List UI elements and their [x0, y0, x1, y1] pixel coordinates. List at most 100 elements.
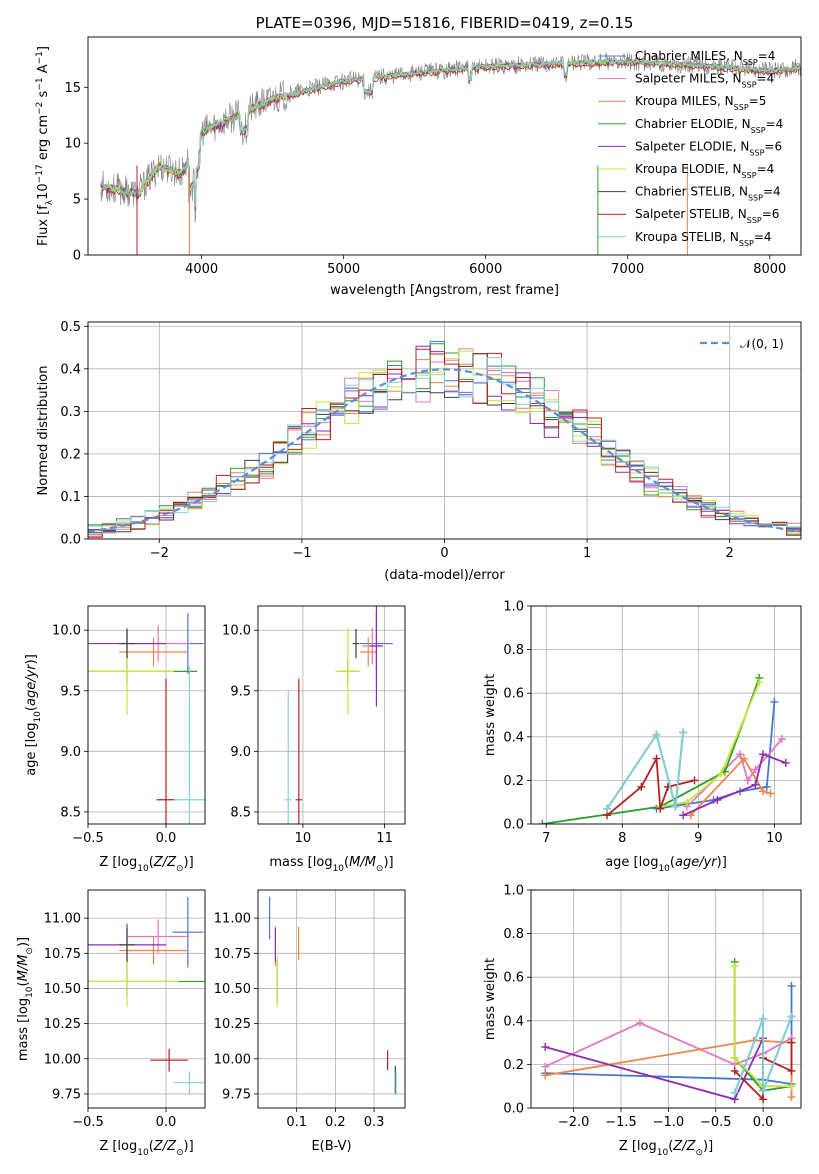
y-tick-label: 10.25 [214, 1017, 251, 1032]
y-tick-label: 1.0 [503, 884, 524, 899]
y-tick-label: 10.00 [214, 1052, 251, 1067]
x-axis-label: Z [log10(Z/Z⊙)] [99, 855, 193, 874]
age-vs-metallicity-panel: −0.5 0.0 8.5 9.0 9.5 10.0 Z [log10(Z/Z⊙)] age [… [24, 605, 206, 874]
residual-histogram-panel: −2 −1 0 1 2 0.0 0.1 0.2 0.3 0.4 0.5 (data-model)/er… [36, 320, 802, 583]
x-tick-label: 11 [376, 831, 393, 846]
y-tick-label: 0.6 [503, 687, 524, 702]
y-tick-label: 0.3 [60, 405, 81, 420]
plot-frame [87, 889, 206, 1109]
plot-area [88, 613, 205, 824]
x-tick-label: 4000 [185, 262, 218, 277]
chart-title: PLATE=0396, MJD=51816, FIBERID=0419, z=0… [256, 14, 634, 32]
y-tick-label: 0.4 [60, 362, 81, 377]
plot-area [541, 957, 796, 1104]
x-tick-label: 0.1 [286, 1115, 307, 1130]
y-tick-label: 0 [73, 249, 81, 264]
y-axis-label: Normed distribution [36, 366, 51, 496]
legend-label: Kroupa ELODIE, NSSP=4 [635, 162, 774, 180]
x-tick-label: 6000 [469, 262, 502, 277]
mass-vs-metallicity-panel: −0.5 0.0 9.75 10.00 10.25 10.50 10.75 11.00 Z [l… [16, 889, 206, 1158]
x-axis-label: wavelength [Angstrom, rest frame] [330, 283, 559, 298]
x-tick-label: 0.3 [364, 1115, 385, 1130]
x-tick-label: 7000 [611, 262, 644, 277]
y-axis-label: mass [log10(M/M⊙)] [16, 937, 35, 1061]
series-line [733, 1016, 793, 1094]
y-tick-label: 10.25 [44, 1017, 81, 1032]
y-tick-label: 9.75 [222, 1087, 251, 1102]
y-axis-label: age [log10(age/yr)] [24, 654, 43, 776]
y-tick-label: 9.0 [60, 745, 81, 760]
y-tick-label: 0.0 [503, 818, 524, 833]
y-tick-label: 0.2 [60, 447, 81, 462]
x-tick-label: 0 [440, 546, 448, 561]
x-tick-label: −1 [292, 546, 311, 561]
legend-label: Salpeter ELODIE, NSSP=6 [635, 139, 782, 157]
x-tick-label: −2.0 [558, 1115, 590, 1130]
plot-area [100, 52, 801, 255]
y-tick-label: 9.75 [52, 1087, 81, 1102]
y-axis-label: mass weight [483, 674, 498, 756]
legend-label: 𝒩(0, 1) [740, 337, 784, 351]
x-axis-label: mass [log10(M/M⊙)] [269, 855, 393, 874]
y-tick-label: 10.00 [44, 1052, 81, 1067]
plot-frame [257, 889, 406, 1109]
legend-label: Chabrier STELIB, NSSP=4 [635, 185, 781, 203]
x-tick-label: 0.2 [325, 1115, 346, 1130]
y-tick-label: 0.4 [503, 730, 524, 745]
x-tick-label: 10 [295, 831, 312, 846]
plot-frame [530, 605, 802, 825]
plot-frame [257, 605, 406, 825]
x-tick-label: 0.0 [156, 831, 177, 846]
y-tick-label: 8.5 [60, 805, 81, 820]
mass-weight-vs-metallicity-panel: −2.0 −1.5 −1.0 −0.5 0.0 0.0 0.2 0.4 0.6 0.8 1.0 Z [… [483, 884, 802, 1158]
x-tick-label: 0.0 [156, 1115, 177, 1130]
legend-label: Chabrier MILES, NSSP=4 [635, 49, 775, 67]
y-tick-label: 9.0 [230, 745, 251, 760]
legend-label: Kroupa MILES, NSSP=5 [635, 94, 766, 112]
plot-frame [87, 321, 802, 540]
plot-area [88, 340, 801, 539]
y-tick-label: 0.8 [503, 927, 524, 942]
series-line [606, 732, 684, 810]
x-axis-label: E(B-V) [311, 1139, 351, 1154]
x-tick-label: 1 [583, 546, 591, 561]
y-tick-label: 0.2 [503, 1058, 524, 1073]
histogram-step [88, 357, 801, 539]
legend-label: Chabrier ELODIE, NSSP=4 [635, 117, 783, 135]
y-tick-label: 8.5 [230, 805, 251, 820]
x-axis-label: Z [log10(Z/Z⊙)] [619, 1139, 713, 1158]
x-tick-label: −2 [150, 546, 169, 561]
x-tick-label: −1.0 [653, 1115, 685, 1130]
plot-area [269, 897, 397, 1094]
y-tick-label: 10.75 [214, 947, 251, 962]
legend-label: Salpeter MILES, NSSP=4 [635, 72, 774, 90]
plot-frame [530, 889, 802, 1109]
x-axis-label: (data-model)/error [384, 568, 505, 583]
x-tick-label: 10 [766, 831, 783, 846]
y-axis-label: Flux [fλ10−17 erg cm−2 s−1 A−1] [35, 46, 55, 246]
y-tick-label: 10.0 [222, 624, 251, 639]
series-line [606, 755, 695, 816]
x-tick-label: 8 [618, 831, 626, 846]
y-tick-label: 0.4 [503, 1014, 524, 1029]
y-tick-label: 0.0 [60, 533, 81, 548]
y-tick-label: 11.00 [214, 912, 251, 927]
y-tick-label: 10.0 [52, 624, 81, 639]
legend-label: Salpeter STELIB, NSSP=6 [635, 207, 779, 225]
legend-label: Kroupa STELIB, NSSP=4 [635, 230, 772, 248]
x-tick-label: 7 [542, 831, 550, 846]
x-tick-label: −1.5 [605, 1115, 637, 1130]
spectrum-panel: 4000 5000 6000 7000 8000 0 5 10 15 PLATE=0396, MJ… [35, 14, 802, 298]
plot-area [538, 673, 790, 824]
y-axis-label: mass weight [483, 958, 498, 1040]
y-tick-label: 9.5 [230, 684, 251, 699]
series-line [690, 757, 771, 816]
y-tick-label: 0.2 [503, 774, 524, 789]
y-tick-label: 9.5 [60, 684, 81, 699]
x-tick-label: 9 [694, 831, 702, 846]
series-line [733, 966, 792, 1088]
y-tick-label: 0.0 [503, 1102, 524, 1117]
y-tick-label: 15 [64, 81, 81, 96]
plot-frame [87, 36, 802, 256]
y-tick-label: 10.50 [44, 982, 81, 997]
